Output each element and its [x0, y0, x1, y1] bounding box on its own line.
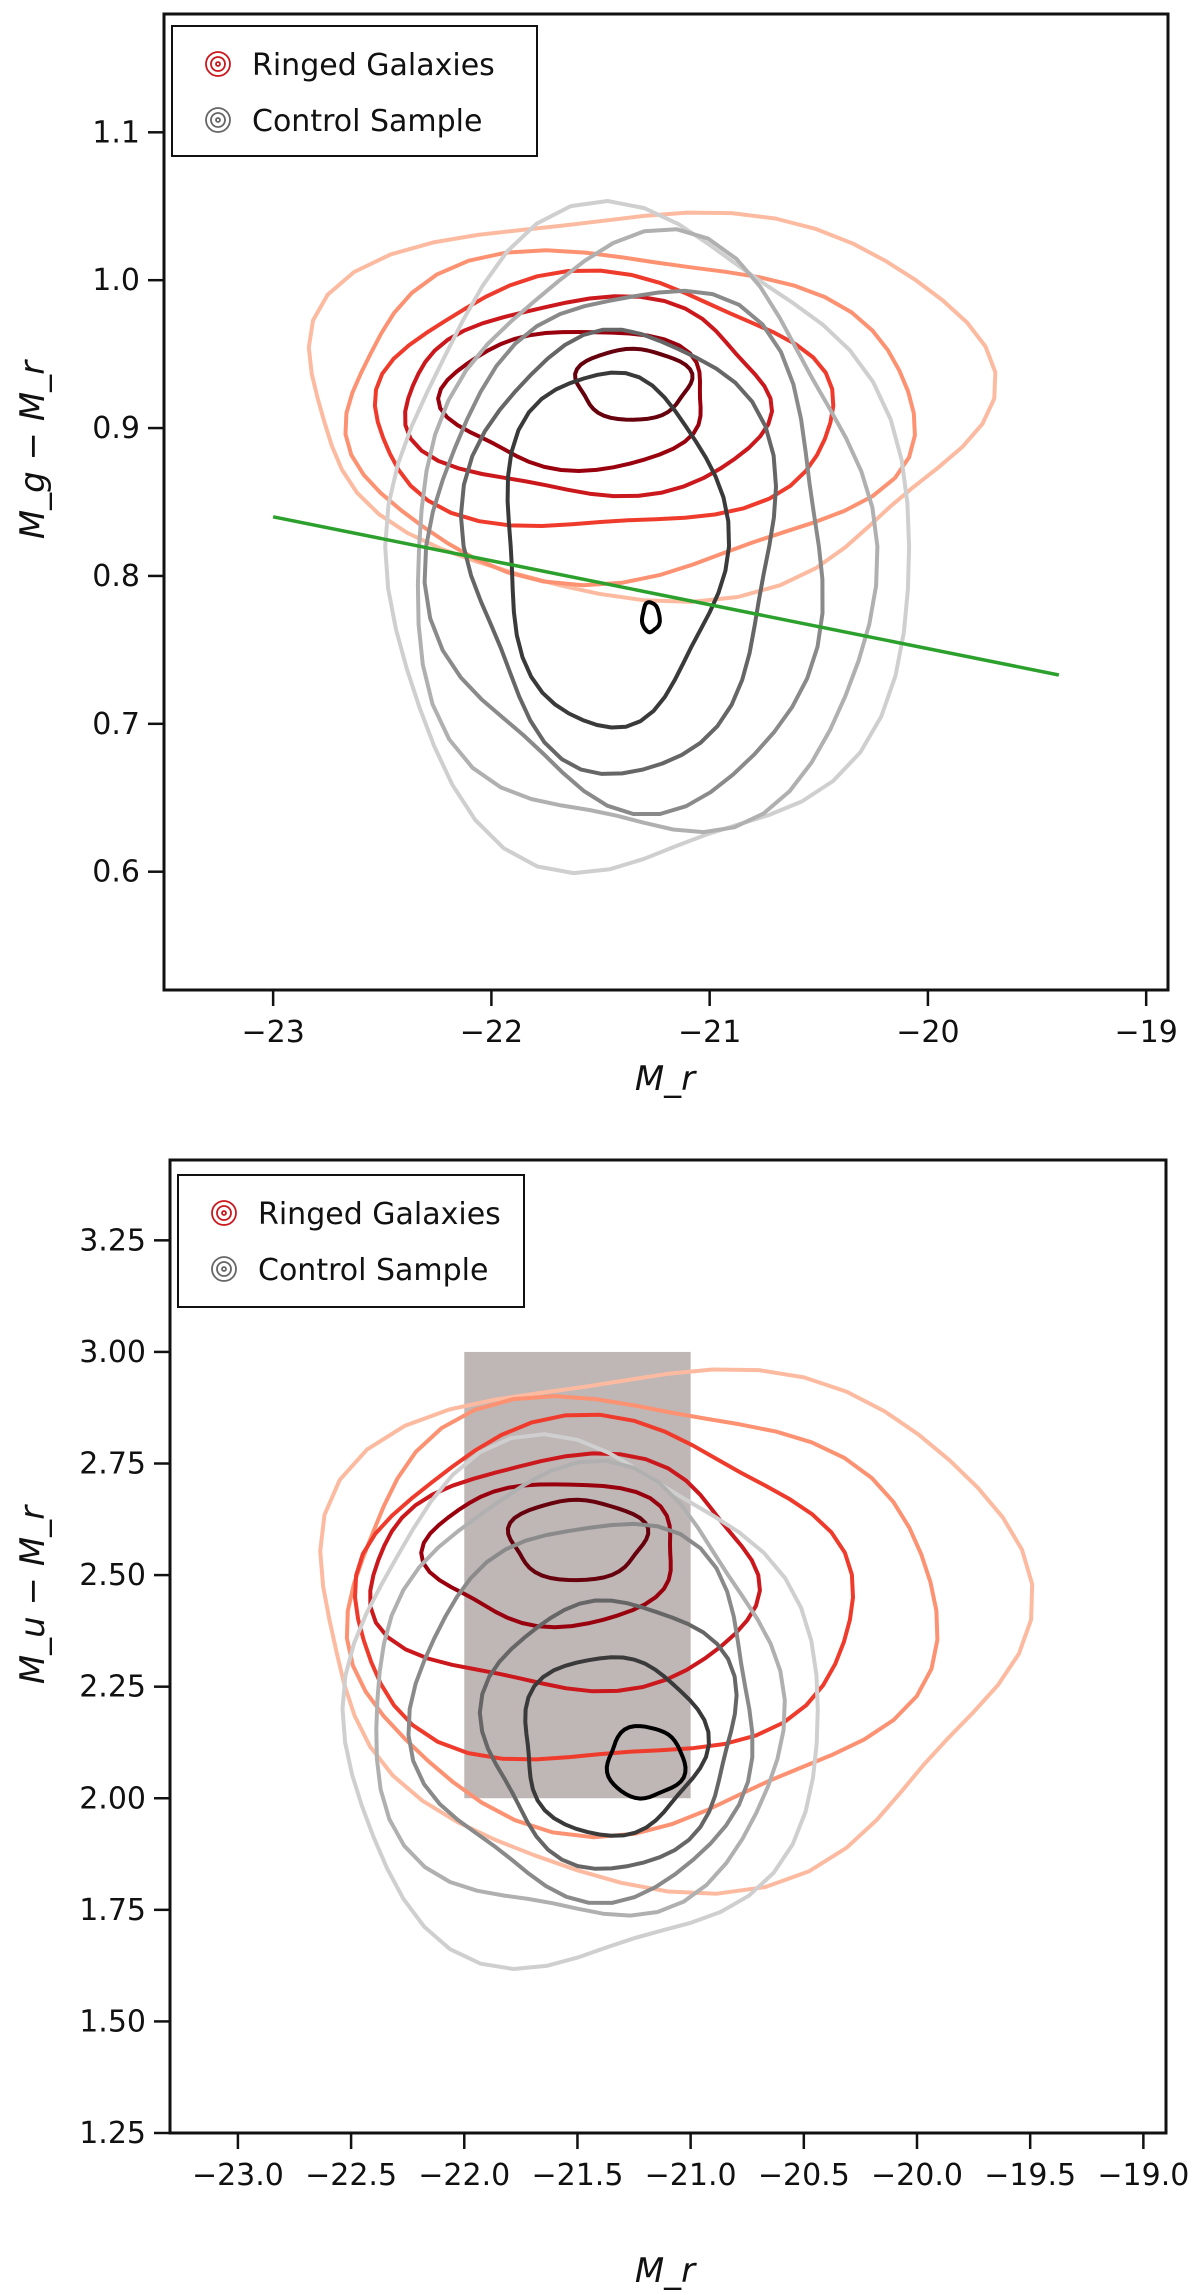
chart-svg-gr: −23 −22 −21 −20 −19 0.6 0.7 0.8 0.9 1.0 1.1 M_r M_g …	[13, 12, 1178, 1099]
y-tick-label: 0.9	[92, 411, 140, 446]
contour-level	[505, 370, 731, 730]
y-tick-label: 2.50	[79, 1558, 146, 1593]
contour-level	[374, 1458, 787, 1918]
contour-level	[573, 346, 695, 422]
legend-contour-icon	[211, 1200, 237, 1226]
x-tick-label: −21	[678, 1015, 741, 1050]
x-tick-label: −21.5	[531, 2158, 623, 2193]
contour-level	[306, 210, 998, 604]
contour-level	[477, 1598, 739, 1871]
legend-label: Control Sample	[258, 1253, 488, 1288]
contour-level	[383, 199, 912, 876]
y-tick-label: 2.75	[79, 1447, 146, 1482]
contour-level	[415, 227, 880, 835]
legend: Ringed Galaxies Control Sample	[177, 1174, 525, 1308]
dividing-line	[272, 515, 1060, 677]
contour-level	[318, 1367, 1035, 1896]
legend-label: Ringed Galaxies	[258, 1197, 501, 1232]
y-tick-label: 1.1	[92, 115, 140, 150]
x-tick-label: −21.0	[645, 2158, 737, 2193]
y-tick-label: 1.0	[92, 263, 140, 298]
x-tick-label: −20	[896, 1015, 959, 1050]
legend-contour-icon	[211, 1256, 237, 1282]
color-magnitude-panel-ur: −23.0 −22.5 −22.0 −21.5 −21.0 −20.5 −20.0 −19.5…	[0, 1147, 1200, 2294]
y-tick-label: 2.00	[79, 1781, 146, 1816]
contour-level	[523, 1655, 711, 1838]
contour-level	[343, 248, 917, 588]
x-tick-label: −22.0	[418, 2158, 510, 2193]
legend-label: Control Sample	[252, 104, 482, 139]
y-tick-label: 1.75	[79, 1893, 146, 1928]
series-ringed-galaxies	[306, 210, 998, 604]
y-tick-label: 3.25	[79, 1223, 146, 1258]
y-tick-label: 0.8	[92, 559, 140, 594]
y-tick-label: 1.25	[79, 2116, 146, 2151]
contour-level	[505, 1497, 651, 1583]
contour-level	[419, 1482, 673, 1630]
x-tick-label: −23	[241, 1015, 304, 1050]
contour-level	[353, 1412, 855, 1762]
y-tick-label: 1.50	[79, 2004, 146, 2039]
x-axis-label: M_r	[635, 1059, 697, 1099]
legend-label: Ringed Galaxies	[252, 48, 495, 83]
axes-frame	[168, 1158, 1168, 2135]
contour-level	[406, 1521, 755, 1905]
color-magnitude-panel-gr: −23 −22 −21 −20 −19 0.6 0.7 0.8 0.9 1.0 1.1 M_r M_g …	[0, 0, 1200, 1147]
contour-level	[372, 268, 836, 528]
contour-level	[403, 294, 774, 499]
contour-level	[604, 1724, 688, 1801]
contour-level	[458, 327, 778, 776]
y-tick-label: 2.25	[79, 1670, 146, 1705]
y-tick-label: 0.7	[92, 707, 140, 742]
y-tick-label: 0.6	[92, 855, 140, 890]
x-tick-label: −19.5	[984, 2158, 1076, 2193]
chart-svg-ur: −23.0 −22.5 −22.0 −21.5 −21.0 −20.5 −20.0 −19.5…	[13, 1158, 1189, 2291]
axes-frame	[162, 12, 1170, 992]
contour-level	[640, 600, 662, 635]
x-tick-label: −19	[1115, 1015, 1178, 1050]
legend-contour-icon	[205, 107, 231, 133]
contour-level	[422, 288, 825, 816]
x-tick-label: −23.0	[192, 2158, 284, 2193]
legend: Ringed Galaxies Control Sample	[171, 25, 538, 157]
x-tick-label: −20.5	[758, 2158, 850, 2193]
contour-level	[340, 1432, 820, 1971]
series-control-sample	[340, 1432, 820, 1971]
legend-contour-icon	[205, 51, 231, 77]
x-axis-label: M_r	[635, 2251, 697, 2291]
x-tick-label: −22	[460, 1015, 523, 1050]
x-tick-label: −19.0	[1097, 2158, 1189, 2193]
y-axis-label: M_u − M_r	[13, 1504, 53, 1684]
x-tick-label: −20.0	[871, 2158, 963, 2193]
x-tick-label: −22.5	[305, 2158, 397, 2193]
y-tick-label: 3.00	[79, 1335, 146, 1370]
y-axis-label: M_g − M_r	[13, 359, 53, 539]
